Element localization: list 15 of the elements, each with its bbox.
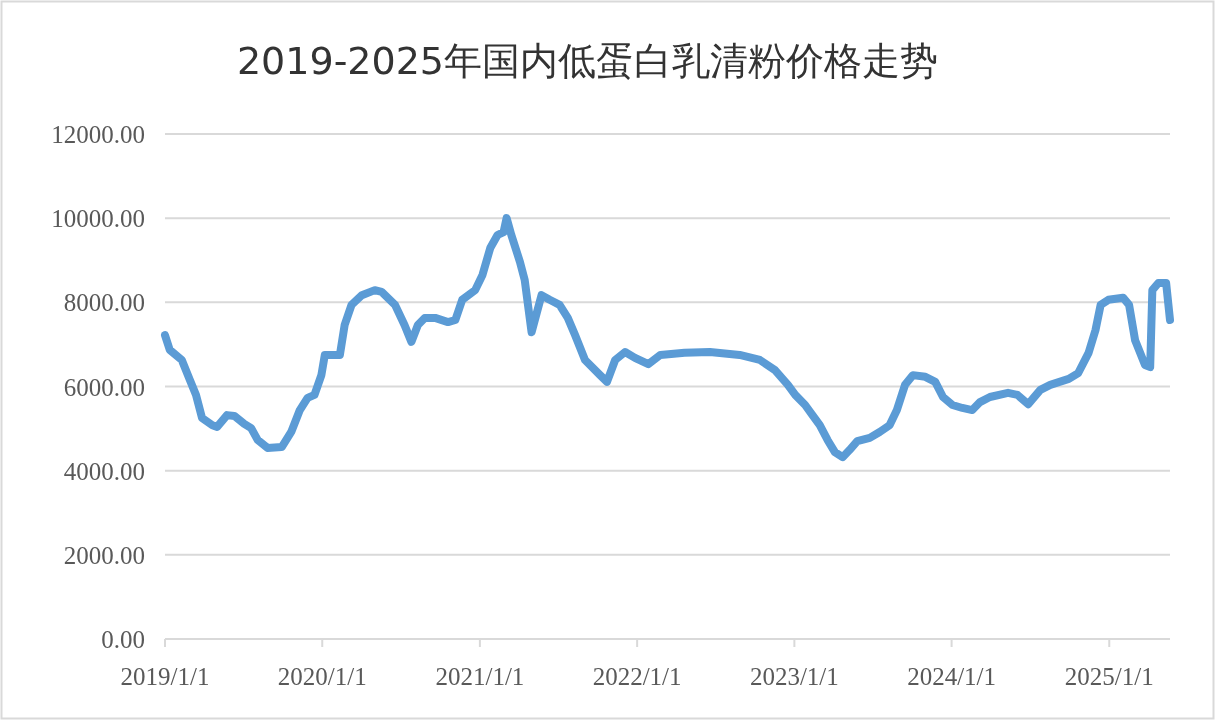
y-tick-label: 4000.00 — [63, 457, 145, 485]
x-tick-label: 2022/1/1 — [592, 663, 682, 690]
chart-title: 2019-2025年国内低蛋白乳清粉价格走势 — [236, 39, 939, 83]
x-tick-label: 2023/1/1 — [749, 663, 839, 690]
y-tick-label: 8000.00 — [63, 289, 145, 317]
y-tick-label: 10000.00 — [51, 205, 145, 233]
x-tick-label: 2025/1/1 — [1064, 663, 1154, 690]
y-tick-label: 6000.00 — [63, 373, 145, 401]
x-tick-label: 2021/1/1 — [435, 663, 525, 690]
y-tick-label: 2000.00 — [63, 541, 145, 569]
x-tick-label: 2019/1/1 — [120, 663, 210, 690]
y-tick-label: 12000.00 — [51, 121, 145, 148]
x-tick-label: 2020/1/1 — [277, 663, 367, 690]
x-tick-label: 2024/1/1 — [907, 663, 997, 690]
y-tick-label: 0.00 — [101, 626, 145, 653]
